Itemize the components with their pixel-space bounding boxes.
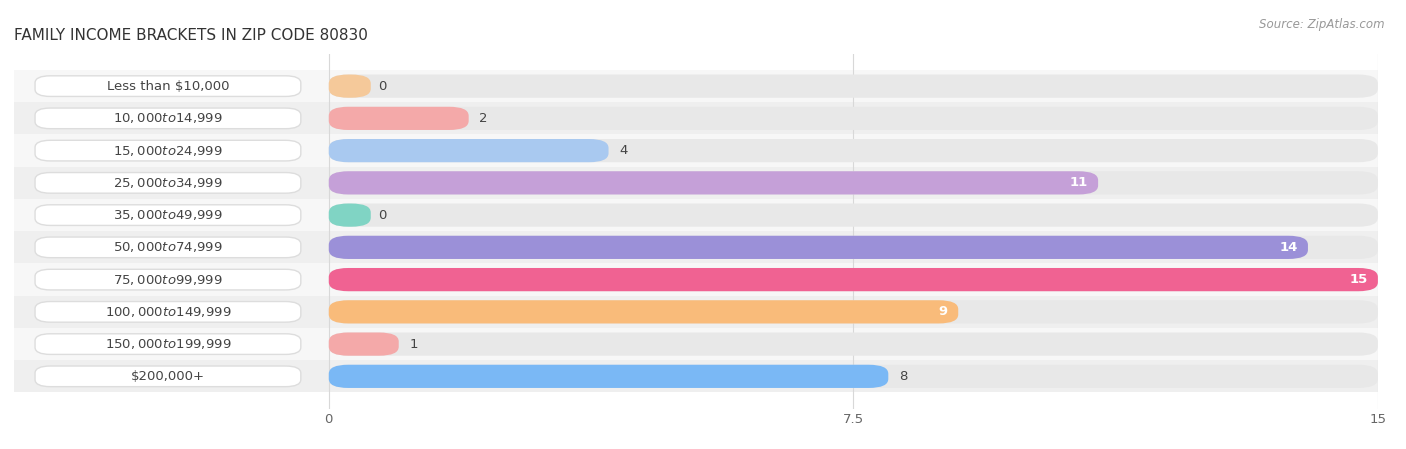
FancyBboxPatch shape xyxy=(329,268,1378,291)
FancyBboxPatch shape xyxy=(329,203,371,227)
Text: 0: 0 xyxy=(378,79,387,92)
Text: 8: 8 xyxy=(898,370,907,383)
FancyBboxPatch shape xyxy=(35,172,301,193)
Bar xyxy=(14,102,1378,135)
FancyBboxPatch shape xyxy=(329,203,1378,227)
Text: 0: 0 xyxy=(378,209,387,222)
FancyBboxPatch shape xyxy=(329,236,1378,259)
Text: $150,000 to $199,999: $150,000 to $199,999 xyxy=(104,337,231,351)
Text: FAMILY INCOME BRACKETS IN ZIP CODE 80830: FAMILY INCOME BRACKETS IN ZIP CODE 80830 xyxy=(14,28,368,43)
FancyBboxPatch shape xyxy=(35,237,301,258)
FancyBboxPatch shape xyxy=(35,334,301,354)
FancyBboxPatch shape xyxy=(35,269,301,290)
FancyBboxPatch shape xyxy=(329,139,609,162)
FancyBboxPatch shape xyxy=(329,268,1378,291)
Text: 14: 14 xyxy=(1279,241,1298,254)
Text: Source: ZipAtlas.com: Source: ZipAtlas.com xyxy=(1260,18,1385,31)
Text: $10,000 to $14,999: $10,000 to $14,999 xyxy=(112,111,222,125)
FancyBboxPatch shape xyxy=(329,365,889,388)
FancyBboxPatch shape xyxy=(35,205,301,225)
Text: $25,000 to $34,999: $25,000 to $34,999 xyxy=(112,176,222,190)
FancyBboxPatch shape xyxy=(35,140,301,161)
Text: 9: 9 xyxy=(939,305,948,318)
Bar xyxy=(14,199,1378,231)
FancyBboxPatch shape xyxy=(329,365,1378,388)
FancyBboxPatch shape xyxy=(329,333,399,356)
Bar xyxy=(14,135,1378,167)
Bar xyxy=(14,167,1378,199)
FancyBboxPatch shape xyxy=(329,139,1378,162)
Text: 2: 2 xyxy=(479,112,488,125)
Text: $100,000 to $149,999: $100,000 to $149,999 xyxy=(104,305,231,319)
Text: $35,000 to $49,999: $35,000 to $49,999 xyxy=(112,208,222,222)
FancyBboxPatch shape xyxy=(329,171,1098,194)
Text: 15: 15 xyxy=(1350,273,1368,286)
Text: 1: 1 xyxy=(409,338,418,351)
FancyBboxPatch shape xyxy=(35,366,301,387)
Text: Less than $10,000: Less than $10,000 xyxy=(107,79,229,92)
Text: $75,000 to $99,999: $75,000 to $99,999 xyxy=(112,273,222,286)
FancyBboxPatch shape xyxy=(329,236,1308,259)
FancyBboxPatch shape xyxy=(329,333,1378,356)
FancyBboxPatch shape xyxy=(35,108,301,129)
Text: 11: 11 xyxy=(1070,176,1088,189)
FancyBboxPatch shape xyxy=(329,75,1378,98)
FancyBboxPatch shape xyxy=(329,107,468,130)
Bar xyxy=(14,328,1378,360)
Text: 4: 4 xyxy=(619,144,627,157)
FancyBboxPatch shape xyxy=(329,171,1378,194)
Text: $50,000 to $74,999: $50,000 to $74,999 xyxy=(112,240,222,254)
FancyBboxPatch shape xyxy=(329,75,371,98)
Text: $15,000 to $24,999: $15,000 to $24,999 xyxy=(112,144,222,158)
FancyBboxPatch shape xyxy=(35,302,301,322)
FancyBboxPatch shape xyxy=(329,300,959,323)
Bar xyxy=(14,360,1378,392)
Bar xyxy=(14,296,1378,328)
FancyBboxPatch shape xyxy=(329,300,1378,323)
Bar xyxy=(14,70,1378,102)
FancyBboxPatch shape xyxy=(35,76,301,97)
FancyBboxPatch shape xyxy=(329,107,1378,130)
Text: $200,000+: $200,000+ xyxy=(131,370,205,383)
Bar xyxy=(14,264,1378,296)
Bar xyxy=(14,231,1378,264)
